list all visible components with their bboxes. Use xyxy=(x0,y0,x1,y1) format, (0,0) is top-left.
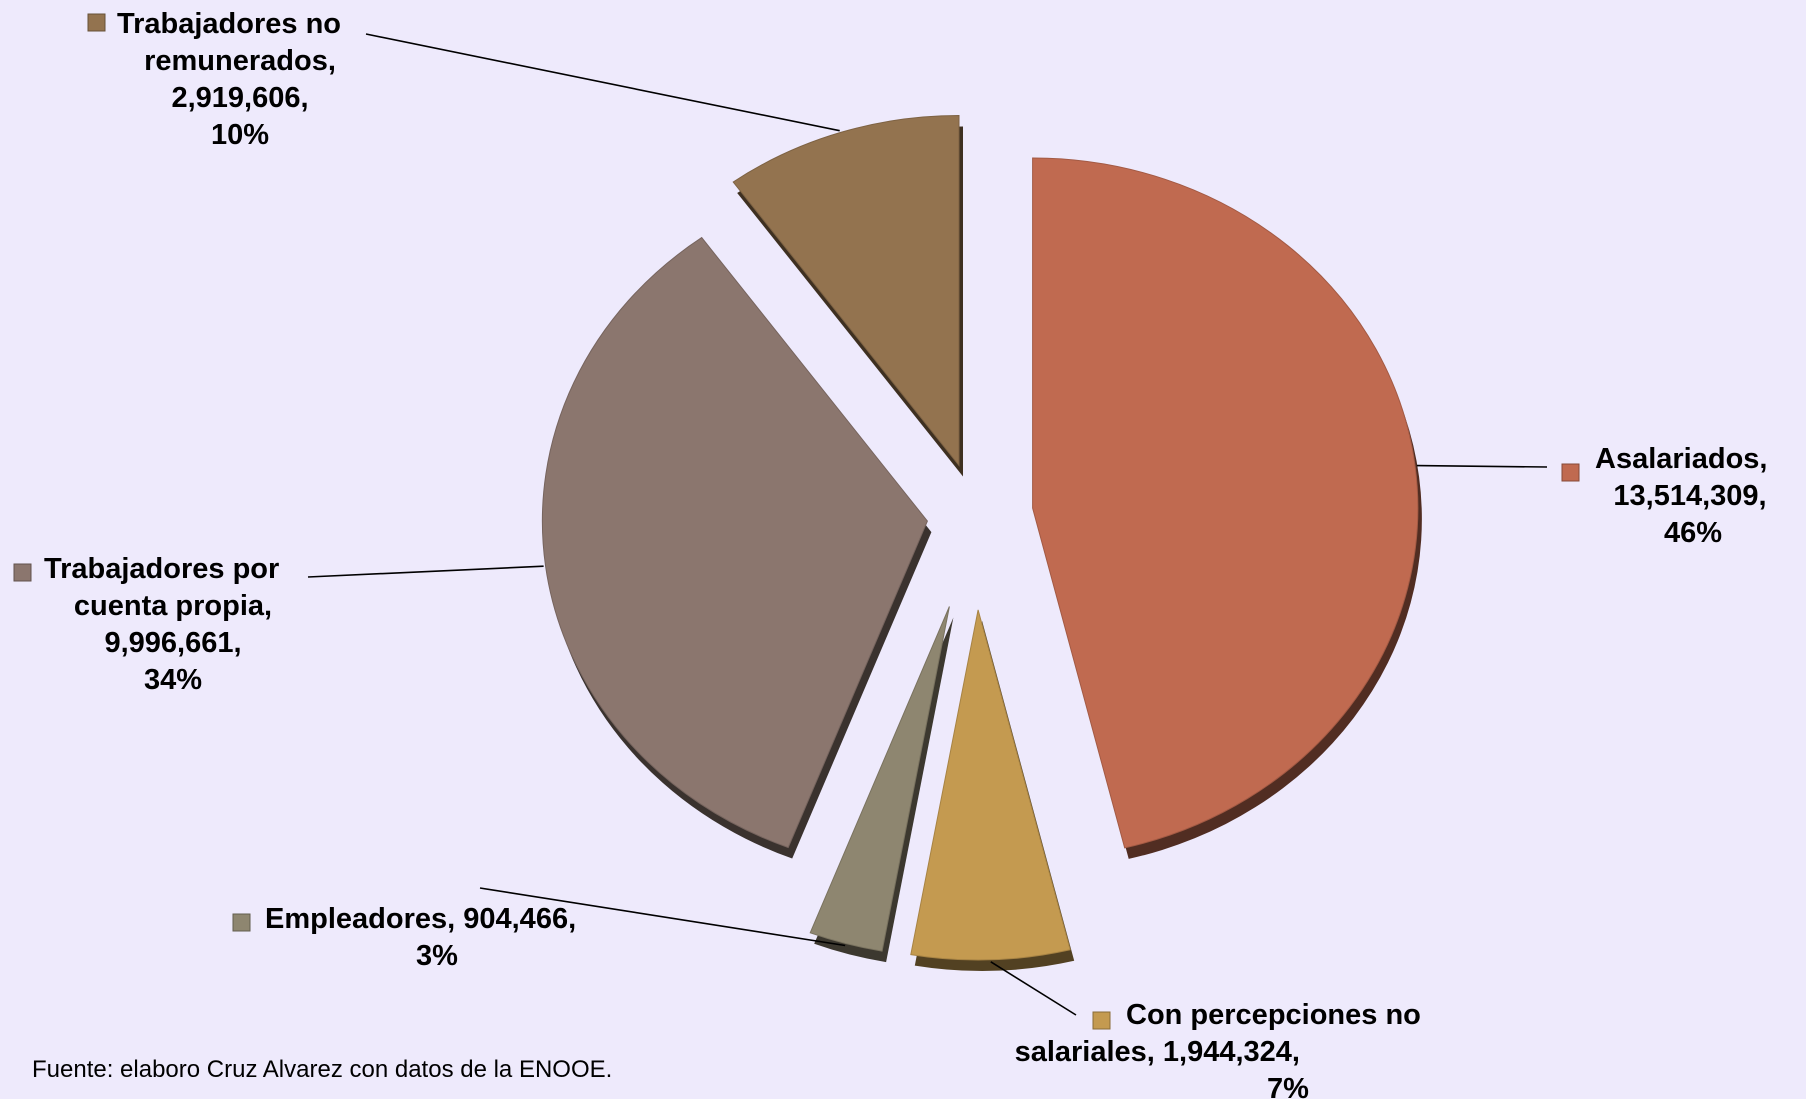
slice-label-0-line-2: 46% xyxy=(1664,517,1722,549)
pie-slices xyxy=(541,114,1422,971)
leader-line-3 xyxy=(307,565,544,578)
label-marker-1 xyxy=(1092,1011,1111,1030)
label-marker-0 xyxy=(1561,463,1580,482)
label-marker-4 xyxy=(87,13,106,32)
slice-label-1-line-1: salariales, 1,944,324, xyxy=(1015,1036,1300,1068)
slice-label-3-line-1: cuenta propia, xyxy=(74,590,272,622)
leader-line-0 xyxy=(1416,464,1548,468)
slice-labels: Asalariados, 13,514,309, 46% Con percepcion… xyxy=(13,8,1767,1099)
leader-line-4 xyxy=(365,33,840,132)
slice-label-2-line-1: 3% xyxy=(416,940,458,972)
label-marker-3 xyxy=(13,563,32,582)
leader-line-2 xyxy=(479,887,846,947)
pie-slice-1 xyxy=(910,609,1071,961)
slice-label-0-line-1: 13,514,309, xyxy=(1613,480,1766,512)
slice-label-3-line-3: 34% xyxy=(144,664,202,696)
label-marker-2 xyxy=(232,913,251,932)
pie-slice-0 xyxy=(1032,157,1419,849)
slice-label-4-line-3: 10% xyxy=(211,119,269,151)
slice-label-3-line-0: Trabajadores por xyxy=(44,553,279,585)
slice-label-1-line-2: 7% xyxy=(1267,1073,1309,1099)
pie-slice-3 xyxy=(541,236,928,849)
pie-slice-2 xyxy=(809,606,950,952)
slice-label-1-line-0: Con percepciones no xyxy=(1126,999,1421,1031)
slice-label-4-line-2: 2,919,606, xyxy=(171,82,308,114)
pie-slice-4 xyxy=(732,114,960,467)
slice-label-3-line-2: 9,996,661, xyxy=(104,627,241,659)
slice-label-2-line-0: Empleadores, 904,466, xyxy=(265,903,576,935)
slice-label-4-line-0: Trabajadores no xyxy=(117,8,341,40)
slice-label-0-line-0: Asalariados, xyxy=(1595,443,1767,475)
leader-lines xyxy=(307,33,1548,1016)
slice-label-4-line-1: remunerados, xyxy=(144,45,336,77)
leader-line-1 xyxy=(990,961,1077,1016)
source-note: Fuente: elaboro Cruz Alvarez con datos d… xyxy=(32,1056,613,1083)
